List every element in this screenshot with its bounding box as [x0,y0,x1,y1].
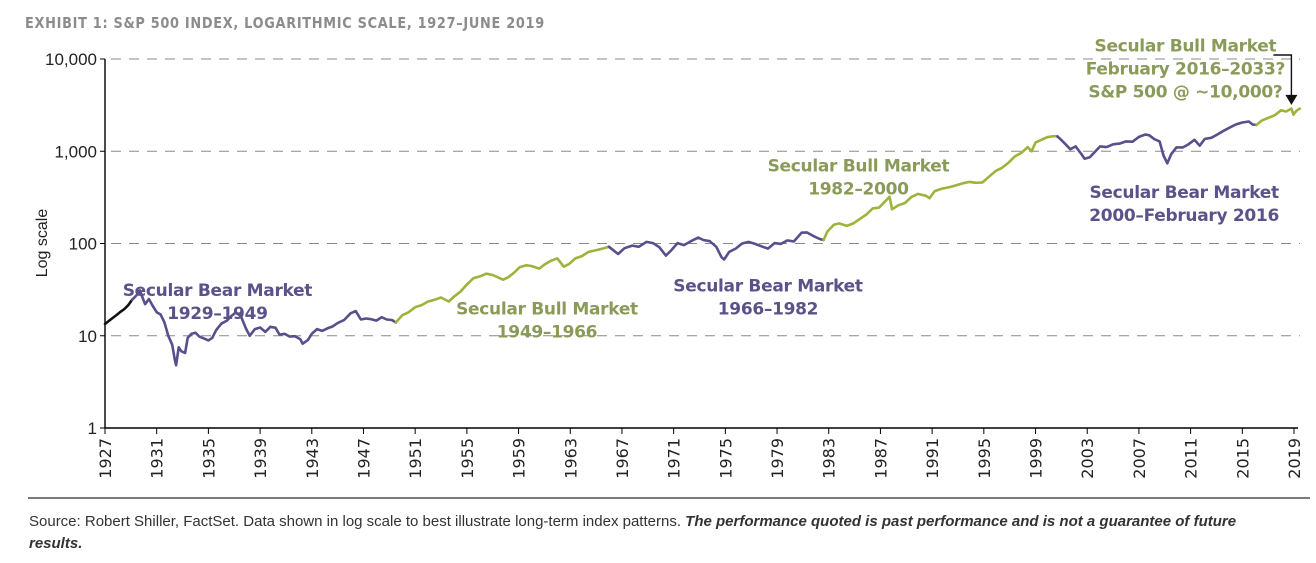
divider-rule [28,497,1310,499]
series-line-bull [1255,107,1302,127]
x-tick-label: 1975 [716,438,735,479]
x-tick-label: 2019 [1285,438,1304,479]
series-line-bear [130,289,398,367]
chart-title: EXHIBIT 1: S&P 500 INDEX, LOGARITHMIC SC… [25,14,545,32]
annotation-label: 1949–1966 [497,322,597,342]
annotations: Secular Bear Market 1929–1949 Secular Bull… [123,37,1298,342]
annotation-bull: Secular Bull Market 1982–2000 [768,157,950,200]
annotation-label: February 2016–2033? [1086,60,1285,80]
arrow-head-icon [1285,94,1298,105]
y-axis-label: Log scale [34,209,51,278]
y-tick-label: 1,000 [54,142,97,161]
annotation-bear: Secular Bear Market 2000–February 2016 [1089,183,1279,226]
series-line-bear [607,231,825,261]
x-tick-label: 1983 [820,438,839,479]
x-tick-label: 1963 [561,438,580,479]
annotation-label: 1982–2000 [808,180,909,200]
y-tick-label: 100 [69,235,97,254]
x-tick-label: 1959 [510,438,529,479]
y-tick-label: 10,000 [45,50,97,69]
source-text: Source: Robert Shiller, FactSet. Data sh… [29,513,686,530]
x-tick-label: 2007 [1130,438,1149,479]
series-lines [103,107,1302,367]
x-tick-label: 2015 [1233,438,1252,479]
x-tick-label: 1987 [871,438,890,479]
x-tick-label: 1943 [303,438,322,479]
x-tick-label: 1927 [96,438,115,479]
x-tick-label: 1935 [199,438,218,479]
annotation-label: S&P 500 @ ~10,000? [1088,83,1282,103]
y-tick-label: 10 [78,327,97,346]
x-tick-label: 1939 [251,438,270,479]
series-line-bull [822,134,1059,242]
x-tick-label: 2011 [1182,438,1201,479]
x-tick-label: 1951 [406,438,425,479]
x-tick-label: 1967 [613,438,632,479]
x-tick-label: 1947 [354,438,373,479]
x-tick-labels: 1927 1931 1935 1939 1943 1947 1951 1955 1959 1963… [96,438,1304,479]
series-line-pre [103,298,134,326]
annotation-label: Secular Bull Market [456,299,638,319]
annotation-label: 2000–February 2016 [1089,206,1279,226]
x-tick-label: 1931 [148,438,167,479]
annotation-bull: Secular Bull Market 1949–1966 [456,299,638,342]
x-tick-label: 2003 [1078,438,1097,479]
annotation-label: 1966–1982 [718,300,818,320]
annotation-label: Secular Bull Market [768,157,950,177]
annotation-bull: Secular Bull Market February 2016–2033? S&… [1086,37,1298,105]
annotation-label: Secular Bear Market [123,281,313,301]
disclaimer-text: The performance quoted is past performan… [29,513,1237,552]
annotation-label: Secular Bull Market [1095,37,1277,57]
annotation-label: 1929–1949 [167,304,267,324]
source-note: Source: Robert Shiller, FactSet. Data sh… [29,511,1289,555]
x-tick-label: 1999 [1027,438,1046,479]
annotation-bear: Secular Bear Market 1966–1982 [673,277,863,320]
x-tick-label: 1995 [975,438,994,479]
x-tick-label: 1955 [458,438,477,479]
x-tick-label: 1991 [923,438,942,479]
y-tick-label: 1 [88,419,97,438]
annotation-label: Secular Bear Market [673,277,863,297]
x-tick-label: 1979 [768,438,787,479]
series-line-bear [1056,120,1258,165]
series-line-bull [394,245,611,324]
annotation-label: Secular Bear Market [1089,183,1279,203]
axes [100,58,1298,434]
annotation-bear: Secular Bear Market 1929–1949 [123,281,313,324]
annotation-arrow-line [1273,54,1293,96]
y-tick-labels: 1 10 100 1,000 10,000 [45,50,97,438]
x-tick-label: 1971 [665,438,684,479]
